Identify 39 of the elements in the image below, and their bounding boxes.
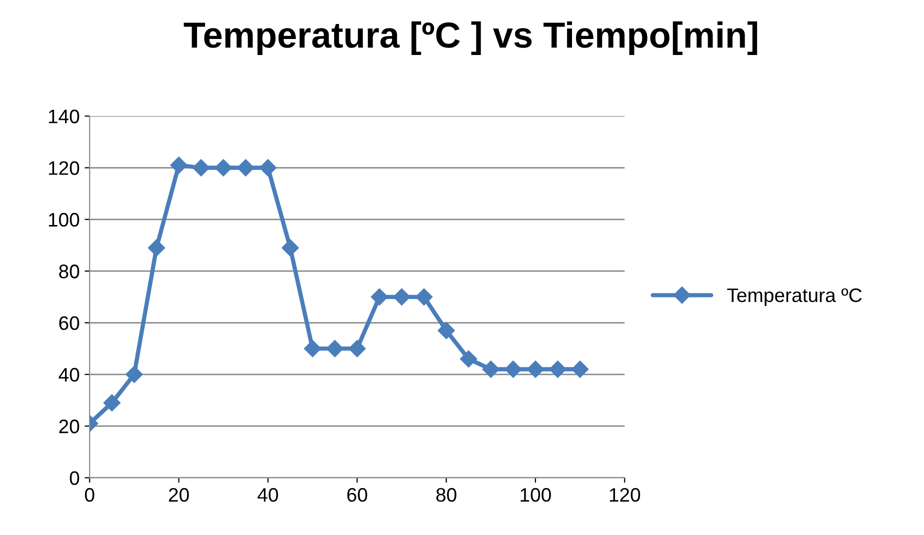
y-tick-label: 40 bbox=[58, 368, 80, 382]
x-tick-label: 40 bbox=[258, 488, 278, 502]
x-tick-label: 100 bbox=[520, 488, 551, 502]
y-tick-label: 120 bbox=[48, 161, 80, 175]
point bbox=[214, 159, 232, 176]
chart-title: Temperatura [ºC ] vs Tiempo[min] bbox=[184, 21, 758, 56]
x-tick-label: 60 bbox=[347, 488, 368, 502]
point bbox=[148, 239, 166, 256]
x-tick-label: 0 bbox=[84, 488, 94, 502]
point bbox=[126, 366, 143, 383]
y-tick-label: 20 bbox=[59, 420, 80, 434]
point bbox=[393, 288, 410, 306]
point bbox=[526, 360, 544, 378]
point bbox=[170, 156, 188, 174]
point bbox=[192, 159, 210, 176]
point bbox=[259, 159, 277, 176]
point bbox=[370, 288, 388, 306]
point bbox=[460, 350, 478, 368]
y-tick-label: 80 bbox=[59, 264, 80, 278]
point bbox=[103, 394, 120, 412]
legend-label: Temperatura ºC bbox=[727, 288, 862, 306]
point bbox=[504, 360, 522, 378]
point bbox=[304, 340, 322, 358]
y-tick-label: 60 bbox=[59, 316, 80, 330]
point bbox=[348, 340, 366, 358]
x-tick-label: 120 bbox=[610, 488, 640, 502]
point bbox=[415, 288, 433, 306]
point bbox=[326, 340, 344, 358]
x-tick-label: 20 bbox=[168, 488, 189, 502]
point bbox=[438, 322, 455, 340]
x-tick-label: 80 bbox=[436, 488, 456, 502]
y-tick-label: 0 bbox=[70, 471, 80, 485]
point bbox=[237, 159, 254, 176]
y-tick-label: 100 bbox=[48, 212, 80, 227]
point bbox=[571, 360, 589, 378]
point bbox=[482, 360, 500, 378]
point bbox=[282, 239, 299, 256]
point bbox=[549, 360, 566, 378]
y-tick-label: 140 bbox=[48, 110, 80, 124]
